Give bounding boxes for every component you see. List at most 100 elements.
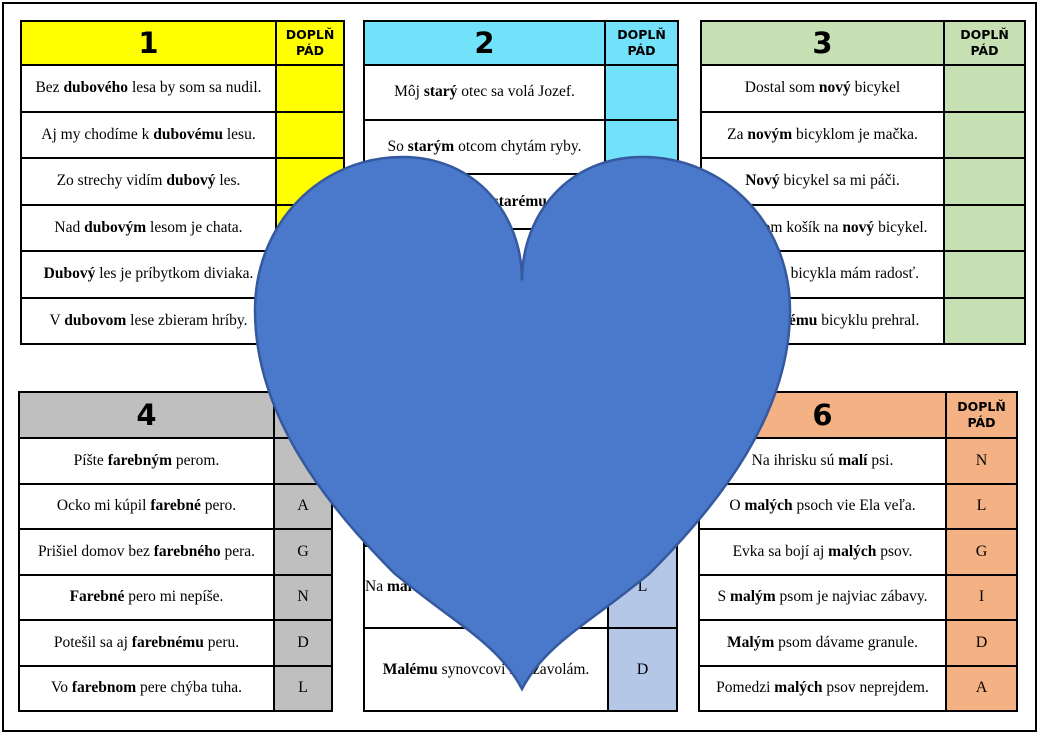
table-row: Ocko mi kúpil farebné pero. A xyxy=(18,482,333,530)
case-answer-cell[interactable] xyxy=(943,110,1026,159)
sentence-bold-word: dubovému xyxy=(153,125,223,143)
dopln-pad-header: DOPLŇ PÁD xyxy=(604,20,679,66)
case-answer-cell[interactable]: G xyxy=(273,528,333,576)
sentence-pre: O xyxy=(729,497,745,515)
sentence-pre: S xyxy=(717,588,731,606)
sentence-post: peru. xyxy=(203,633,240,651)
case-answer-cell[interactable] xyxy=(275,110,345,159)
case-answer-cell[interactable]: A xyxy=(945,664,1018,712)
sentence-cell: Prišiel domov bez farebného pera. xyxy=(18,528,275,576)
sentence-pre: Vo xyxy=(51,679,72,697)
sentence-bold-word: malým xyxy=(730,588,776,606)
sentence-post: lesom je chata. xyxy=(146,218,243,236)
sentence-bold-word: dubovom xyxy=(64,311,127,329)
sentence-post: pero mi nepíše. xyxy=(124,588,224,606)
case-answer-cell[interactable] xyxy=(275,64,345,113)
sentence-pre: Evka sa bojí aj xyxy=(732,542,829,560)
sentence-post: bicykel xyxy=(850,79,901,97)
case-answer-cell[interactable]: N xyxy=(273,573,333,621)
sentence-bold-word: farebné xyxy=(150,497,201,515)
case-answer-cell[interactable] xyxy=(943,203,1026,252)
sentence-pre: Nad xyxy=(54,218,85,236)
sentence-cell: Dostal som nový bicykel xyxy=(700,64,945,113)
sentence-post: perom. xyxy=(171,451,220,469)
table-row: Evka sa bojí aj malých psov. G xyxy=(698,528,1018,576)
sentence-post: otec sa volá Jozef. xyxy=(457,83,575,101)
case-answer-cell[interactable]: I xyxy=(945,573,1018,621)
sentence-cell: Ocko mi kúpil farebné pero. xyxy=(18,482,275,530)
dopln-pad-header: DOPLŇ PÁD xyxy=(275,20,345,66)
sentence-bold-word: malých xyxy=(744,497,793,515)
sentence-pre: Na xyxy=(365,577,387,595)
table-row: Aj my chodíme k dubovému lesu. xyxy=(20,110,345,159)
sentence-cell: Píšte farebným perom. xyxy=(18,437,275,485)
sentence-pre: Bez xyxy=(35,79,64,97)
sentence-post: bicykel. xyxy=(874,218,928,236)
sentence-bold-word: Nový xyxy=(745,172,780,190)
sentence-bold-word: farebného xyxy=(153,542,221,560)
heart-shape[interactable] xyxy=(250,153,795,693)
case-answer-cell[interactable] xyxy=(943,64,1026,113)
table-row: So starým otcom chytám ryby. xyxy=(363,118,679,176)
table-row: Z nového bicykla mám radosť. xyxy=(700,250,1026,299)
sentence-pre: So xyxy=(387,138,408,156)
case-answer-cell[interactable]: G xyxy=(945,528,1018,576)
dopln-pad-header: DOPLŇ PÁD xyxy=(945,391,1018,439)
table-row: Malému synovcovi rád zavolám. D xyxy=(363,627,678,712)
sentence-cell: Malým psom dávame granule. xyxy=(698,619,947,667)
case-answer-cell[interactable]: D xyxy=(945,619,1018,667)
sentence-bold-word: Dubový xyxy=(43,265,96,283)
case-answer-cell[interactable] xyxy=(604,64,679,121)
case-answer-cell[interactable]: N xyxy=(945,437,1018,485)
sentence-cell: Bez dubového lesa by som sa nudil. xyxy=(20,64,277,113)
table-number: 2 xyxy=(363,20,606,66)
sentence-post: lese zbieram hríby. xyxy=(126,311,248,329)
sentence-pre: Dostal som xyxy=(744,79,819,97)
sentence-cell: Pomedzi malých psov neprejdem. xyxy=(698,664,947,712)
sentence-pre: Potešil sa aj xyxy=(53,633,132,651)
sentence-post: bicyklom je mačka. xyxy=(792,125,918,143)
case-table-4: 4 DOPLŇ PÁD Píšte farebným perom. Ocko m… xyxy=(18,391,333,712)
sentence-post: psoch vie Ela veľa. xyxy=(792,497,916,515)
sentence-post: les. xyxy=(215,172,241,190)
sentence-bold-word: Malým xyxy=(726,633,775,651)
table-row: Malým psom dávame granule. D xyxy=(698,619,1018,667)
sentence-bold-word: malých xyxy=(774,679,823,697)
sentence-pre: Prišiel domov bez xyxy=(37,542,154,560)
case-answer-cell[interactable] xyxy=(943,250,1026,299)
sentence-bold-word: starému xyxy=(492,192,547,210)
table-row: Potešil sa aj farebnému peru. D xyxy=(18,619,333,667)
sentence-post: bicyklu prehral. xyxy=(817,311,920,329)
case-answer-cell[interactable]: D xyxy=(273,619,333,667)
sentence-cell: Zo strechy vidím dubový les. xyxy=(20,157,277,206)
sentence-post: pero. xyxy=(200,497,237,515)
table-number: 3 xyxy=(700,20,945,66)
case-answer-cell[interactable]: D xyxy=(607,627,678,712)
sentence-bold-word: Farebné xyxy=(69,588,125,606)
sentence-bold-word: malí xyxy=(838,451,868,469)
sentence-cell: Aj my chodíme k dubovému lesu. xyxy=(20,110,277,159)
sentence-post: psom je najviac zábavy. xyxy=(775,588,928,606)
table-number: 4 xyxy=(18,391,275,439)
sentence-post: pera. xyxy=(220,542,256,560)
case-answer-cell[interactable] xyxy=(943,296,1026,345)
sentence-post: psom dávame granule. xyxy=(774,633,919,651)
sentence-pre: Ocko mi kúpil xyxy=(56,497,151,515)
dopln-pad-header: DOPLŇ PÁD xyxy=(943,20,1026,66)
sentence-bold-word: malých xyxy=(828,542,877,560)
sentence-pre: Píšte xyxy=(73,451,108,469)
sentence-pre: Za xyxy=(727,125,748,143)
sentence-post: psi. xyxy=(867,451,894,469)
sentence-post: lesa by som sa nudil. xyxy=(128,79,262,97)
case-answer-cell[interactable]: L xyxy=(945,482,1018,530)
table-row: Za novým bicyklom je mačka. xyxy=(700,110,1026,159)
sentence-bold-word: dubového xyxy=(63,79,129,97)
case-answer-cell[interactable] xyxy=(943,157,1026,206)
sentence-post: bicykel sa mi páči. xyxy=(779,172,900,190)
sentence-pre: Na ihrisku sú xyxy=(751,451,839,469)
sentence-bold-word: novým xyxy=(747,125,793,143)
case-answer-cell[interactable]: L xyxy=(273,664,333,712)
sentence-cell: Potešil sa aj farebnému peru. xyxy=(18,619,275,667)
sentence-pre: Zo strechy vidím xyxy=(56,172,167,190)
